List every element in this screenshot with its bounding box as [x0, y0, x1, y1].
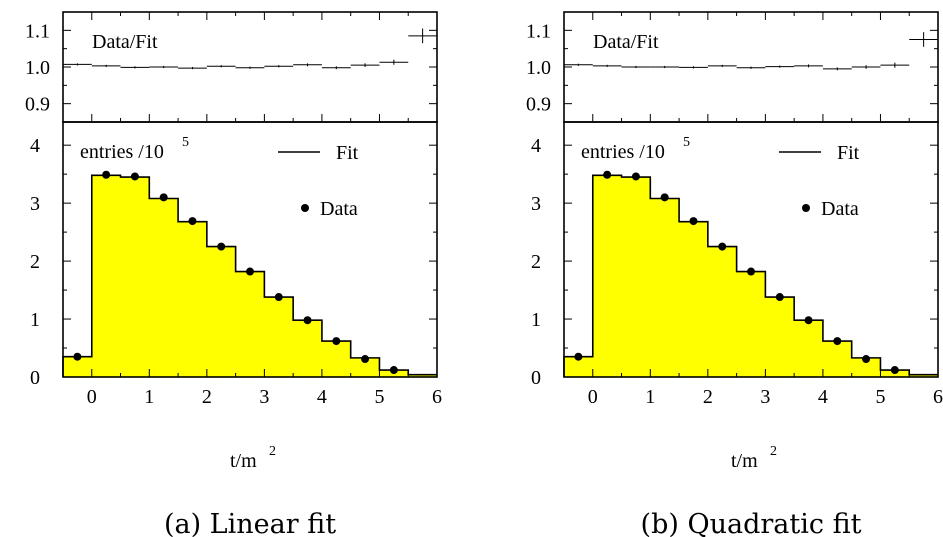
ratio-label: Data/Fit: [92, 31, 158, 53]
data-point: [718, 242, 727, 251]
y-tick-label: 0: [30, 367, 40, 389]
y-axis-label-superscript: 5: [683, 135, 690, 150]
legend-fit-label: Fit: [837, 142, 860, 164]
x-axis-label-superscript: 2: [269, 444, 276, 459]
x-axis-label: t/m: [731, 450, 758, 472]
legend-data-marker: [802, 204, 810, 212]
data-point: [890, 366, 899, 375]
ratio-label: Data/Fit: [593, 31, 659, 53]
ratio-y-tick-label: 0.9: [526, 94, 551, 116]
data-point: [73, 352, 82, 361]
fit-histogram-line: [62, 174, 437, 377]
y-tick-label: 1: [30, 309, 40, 331]
data-point: [747, 267, 755, 276]
x-tick-label: 2: [703, 386, 713, 408]
x-tick-label: 3: [760, 386, 770, 408]
main-panel-frame: [563, 121, 939, 378]
data-point: [833, 337, 842, 346]
data-point: [188, 217, 197, 226]
y-tick-label: 2: [30, 251, 40, 273]
y-tick-label: 0: [531, 367, 541, 389]
x-tick-label: 3: [259, 386, 269, 408]
data-point: [389, 366, 398, 375]
ratio-y-tick-label: 1.1: [526, 20, 551, 42]
data-point: [361, 355, 370, 364]
y-tick-label: 2: [531, 251, 541, 273]
y-tick-label: 3: [531, 193, 541, 215]
x-tick-label: 5: [374, 386, 384, 408]
data-point: [862, 355, 871, 364]
data-point: [102, 170, 111, 179]
main-panel-frame: [62, 121, 438, 378]
data-point: [217, 242, 226, 251]
figure-caption: (a) Linear fit: [164, 509, 336, 537]
y-tick-label: 4: [30, 135, 40, 157]
data-point: [332, 337, 341, 346]
x-tick-label: 0: [87, 386, 97, 408]
data-point: [689, 217, 698, 226]
legend-fit-label: Fit: [336, 142, 359, 164]
legend-data-label: Data: [821, 198, 859, 220]
legend-data-label: Data: [320, 198, 358, 220]
data-point: [631, 172, 640, 181]
ratio-y-tick-label: 0.9: [25, 94, 50, 116]
ratio-y-tick-label: 1.1: [25, 20, 50, 42]
y-tick-label: 1: [531, 309, 541, 331]
y-axis-label: entries /10: [80, 141, 164, 163]
fit-histogram-fill: [564, 175, 938, 377]
data-point: [274, 293, 283, 302]
data-point: [603, 170, 612, 179]
fit-histogram-fill: [63, 175, 437, 377]
figure-caption: (b) Quadratic fit: [641, 509, 862, 537]
y-axis-label: entries /10: [581, 141, 665, 163]
fit-histogram-line: [563, 174, 938, 377]
y-tick-label: 4: [531, 135, 541, 157]
x-axis-label: t/m: [230, 450, 257, 472]
data-point: [775, 293, 784, 302]
data-point: [159, 193, 168, 202]
ratio-y-tick-label: 1.0: [526, 57, 551, 79]
data-point: [804, 316, 813, 325]
ratio-y-tick-label: 1.0: [25, 57, 50, 79]
x-tick-label: 4: [818, 386, 828, 408]
x-tick-label: 6: [432, 386, 442, 408]
data-point: [660, 193, 669, 202]
data-point: [574, 352, 583, 361]
x-tick-label: 4: [317, 386, 327, 408]
data-point: [130, 172, 139, 181]
legend-data-marker: [301, 204, 309, 212]
x-tick-label: 0: [588, 386, 598, 408]
y-tick-label: 3: [30, 193, 40, 215]
x-tick-label: 1: [645, 386, 655, 408]
data-point: [246, 267, 254, 276]
x-tick-label: 2: [202, 386, 212, 408]
x-tick-label: 1: [144, 386, 154, 408]
data-point: [303, 316, 312, 325]
y-axis-label-superscript: 5: [182, 135, 189, 150]
x-tick-label: 5: [875, 386, 885, 408]
x-axis-label-superscript: 2: [770, 444, 777, 459]
x-tick-label: 6: [933, 386, 943, 408]
